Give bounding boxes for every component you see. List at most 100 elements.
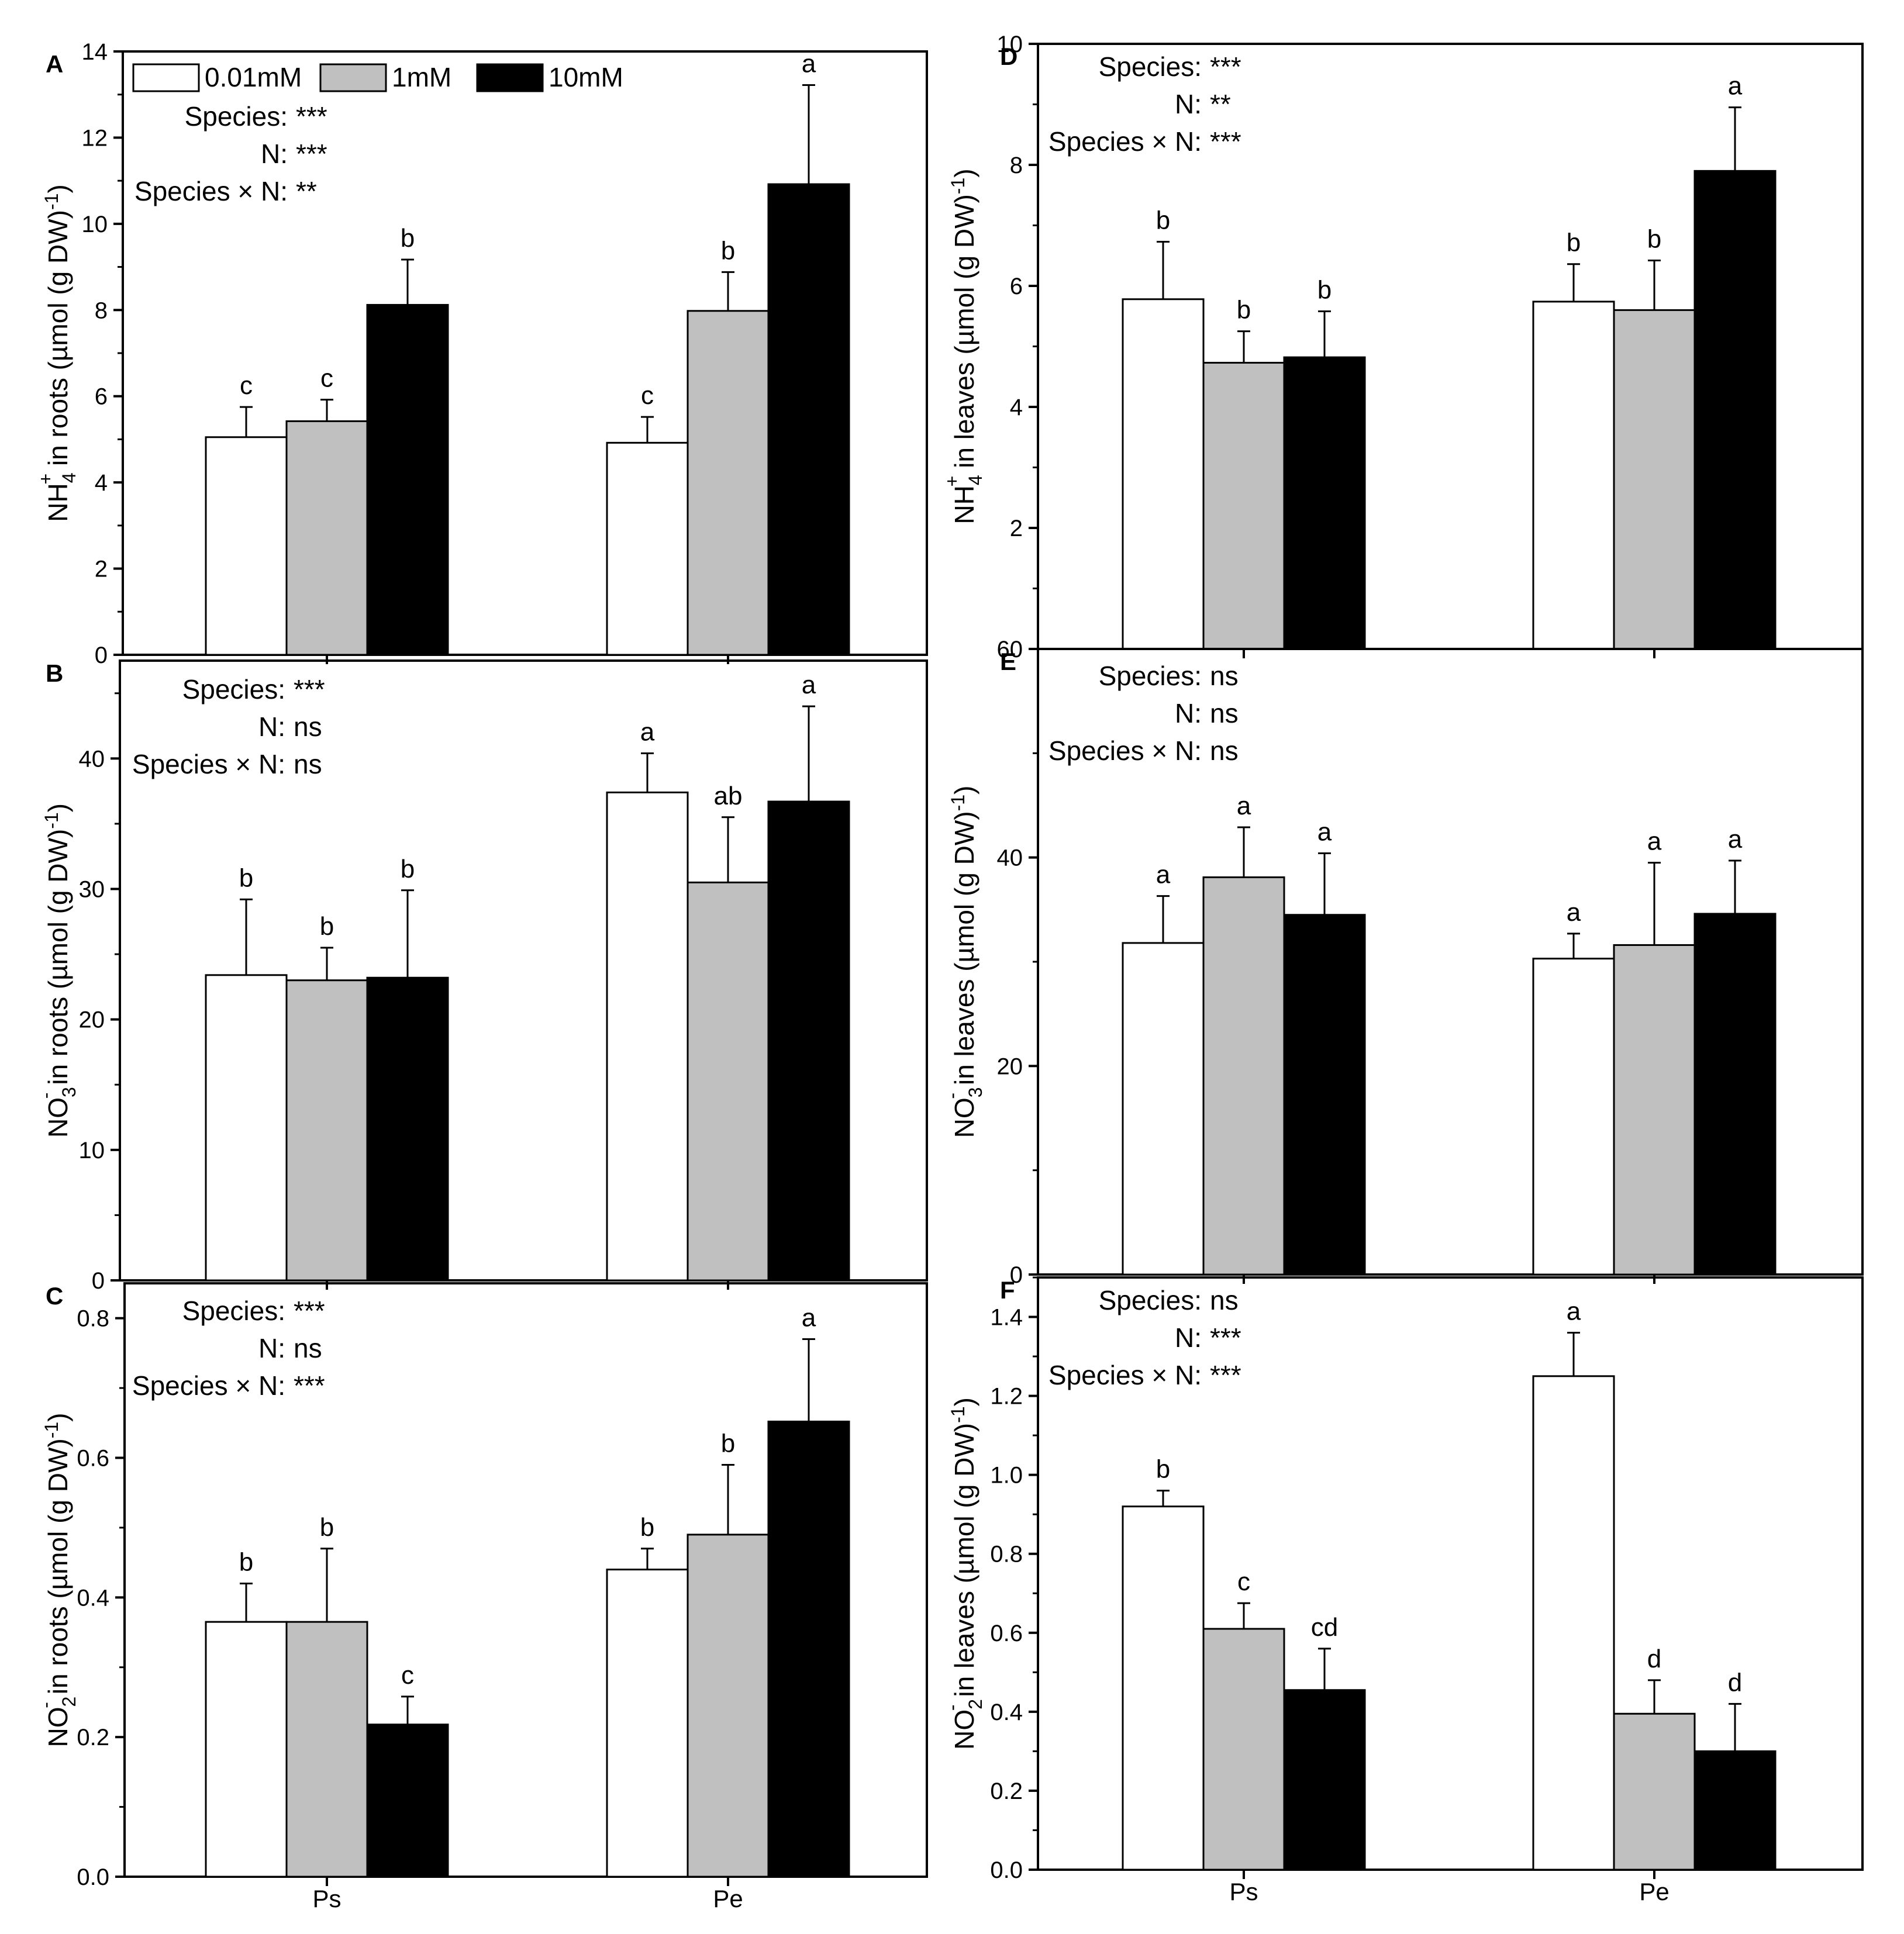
y-axis-label-part: -1 [947,795,968,811]
y-axis-label-part: - [35,1702,56,1708]
bar-pe-10mM [767,800,850,1282]
stats-significance: ** [1210,89,1231,119]
significance-letter: c [1237,1567,1250,1596]
y-axis-label-part: ) [43,803,73,812]
significance-letter: c [240,371,253,400]
y-tick-label: 20 [997,1054,1023,1079]
significance-letter: c [320,364,333,393]
y-axis-label-part: -1 [41,1422,62,1438]
significance-letter: a [640,717,655,746]
y-tick-label: 4 [1010,395,1023,420]
y-axis-label-part: ) [949,168,979,177]
y-tick-label: 0.4 [990,1700,1023,1725]
stats-term: Species: [1099,661,1202,691]
y-axis-label: NO3- in roots (µmol (g DW)-1) [35,803,80,1138]
stats-significance: *** [1210,51,1241,82]
significance-letter: b [640,1513,654,1542]
significance-letter: b [1317,275,1332,304]
y-axis-label-part: -1 [947,1406,968,1422]
stats-significance: *** [1210,1322,1241,1353]
y-axis-label-part: 4 [965,475,986,485]
bar-ps-1mM [285,1621,368,1878]
y-axis-label-part: in roots (µmol (g DW) [43,1438,73,1702]
y-axis-label: NO2- in roots (µmol (g DW)-1) [35,1412,80,1747]
y-tick-label: 0.6 [990,1621,1023,1646]
significance-letter: b [320,1513,334,1542]
significance-letter: d [1728,1668,1742,1697]
bar-ps-10mM [1283,356,1366,650]
stats-significance: *** [294,674,325,704]
bar-pe-0.01mM [606,441,689,656]
y-tick-label: 40 [79,746,105,772]
panel-label: E [1000,648,1016,675]
stats-term: N: [261,139,288,169]
x-category-label: Ps [1229,1878,1258,1905]
bar-ps-10mM [366,976,449,1282]
bar-ps-0.01mM [1122,942,1205,1276]
significance-letter: b [1156,206,1170,234]
y-tick-label: 10 [997,32,1023,57]
y-tick-label: 1.2 [990,1384,1023,1410]
x-category-label: Pe [1639,1878,1669,1905]
panel-frame [119,659,928,1282]
significance-letter: b [721,236,735,265]
y-tick-label: 6 [95,384,108,410]
bar-ps-0.01mM [1122,1505,1205,1871]
bar-pe-0.01mM [1532,301,1615,650]
y-tick-label: 0.2 [77,1725,109,1750]
y-tick-label: 0.0 [990,1857,1023,1883]
panel-label: A [46,50,63,78]
stats-term: N: [258,1333,285,1363]
y-tick-label: 40 [997,845,1023,871]
significance-letter: a [1317,818,1332,847]
stats-term: Species × N: [1048,1360,1202,1390]
stats-term: N: [1175,1322,1202,1353]
stats-term: Species: [185,101,288,132]
y-tick-label: 2 [95,557,108,582]
significance-letter: b [1237,296,1251,324]
stats-term: Species × N: [132,749,285,779]
y-tick-label: 0.2 [990,1778,1023,1804]
y-axis-label-part: - [941,1093,963,1099]
stats-term: Species × N: [132,1370,285,1401]
stats-term: Species: [182,674,285,704]
bar-pe-0.01mM [1532,1375,1615,1871]
y-axis-label-part: in leaves (µmol (g DW) [949,194,979,475]
bar-ps-0.01mM [205,974,288,1282]
bar-ps-1mM [1202,1628,1285,1871]
stats-term: Species × N: [1048,735,1202,766]
y-tick-label: 2 [1010,516,1023,541]
y-axis-label-part: 2 [965,1699,986,1709]
legend-label: 1mM [392,62,451,92]
y-axis-label-part: in roots (µmol (g DW) [43,210,73,474]
panel-a: 0 2 4 6 8 10 12 14 c c c b b a A Species: *** N: *** Specie… [35,39,928,668]
stats-significance: ns [1210,661,1239,691]
y-tick-label: 0.0 [77,1864,109,1890]
y-axis-label-part: 3 [58,1087,80,1097]
bar-ps-10mM [1283,1689,1366,1871]
stats-significance: ns [1210,735,1239,766]
x-category-label: Ps [312,1885,341,1912]
bar-pe-1mM [1613,1712,1696,1871]
significance-letter: b [401,855,415,883]
legend-swatch-0.01mM [132,63,200,92]
y-tick-label: 20 [79,1007,105,1033]
legend-swatch-10mM [476,63,544,92]
stats-term: Species: [182,1296,285,1326]
y-axis-label-part: -1 [41,812,62,828]
bar-pe-1mM [687,310,770,656]
y-axis-label-part: ) [43,1412,73,1421]
bar-ps-0.01mM [205,1621,288,1878]
y-tick-label: 60 [997,637,1023,662]
significance-letter: a [1156,861,1171,889]
y-axis-label-part: NH [949,485,979,524]
panel-label: C [46,1282,63,1310]
stats-term: Species × N: [134,176,288,206]
stats-term: N: [258,712,285,742]
stats-term: N: [1175,698,1202,728]
y-tick-label: 0.4 [77,1585,109,1611]
bar-ps-1mM [285,979,368,1282]
bar-pe-1mM [687,881,770,1282]
legend: 0.01mM 1mM 10mM [132,62,623,92]
